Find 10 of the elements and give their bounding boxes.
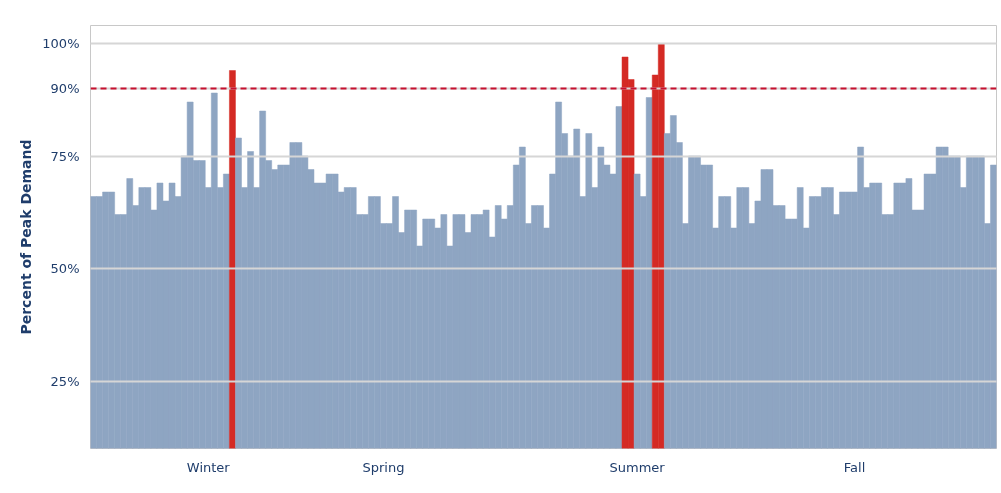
x-tick-label: Fall: [843, 459, 866, 475]
y-axis-title: Percent of Peak Demand: [18, 139, 35, 335]
y-tick-label: 90%: [50, 81, 80, 96]
x-tick-label: Spring: [362, 459, 405, 475]
x-tick-label: Summer: [609, 459, 666, 475]
y-tick-label: 75%: [50, 148, 80, 164]
y-tick-label: 100%: [42, 36, 80, 51]
y-tick-label: 50%: [50, 261, 80, 276]
x-tick-label: Winter: [186, 459, 231, 475]
y-tick-label: 25%: [50, 373, 80, 389]
